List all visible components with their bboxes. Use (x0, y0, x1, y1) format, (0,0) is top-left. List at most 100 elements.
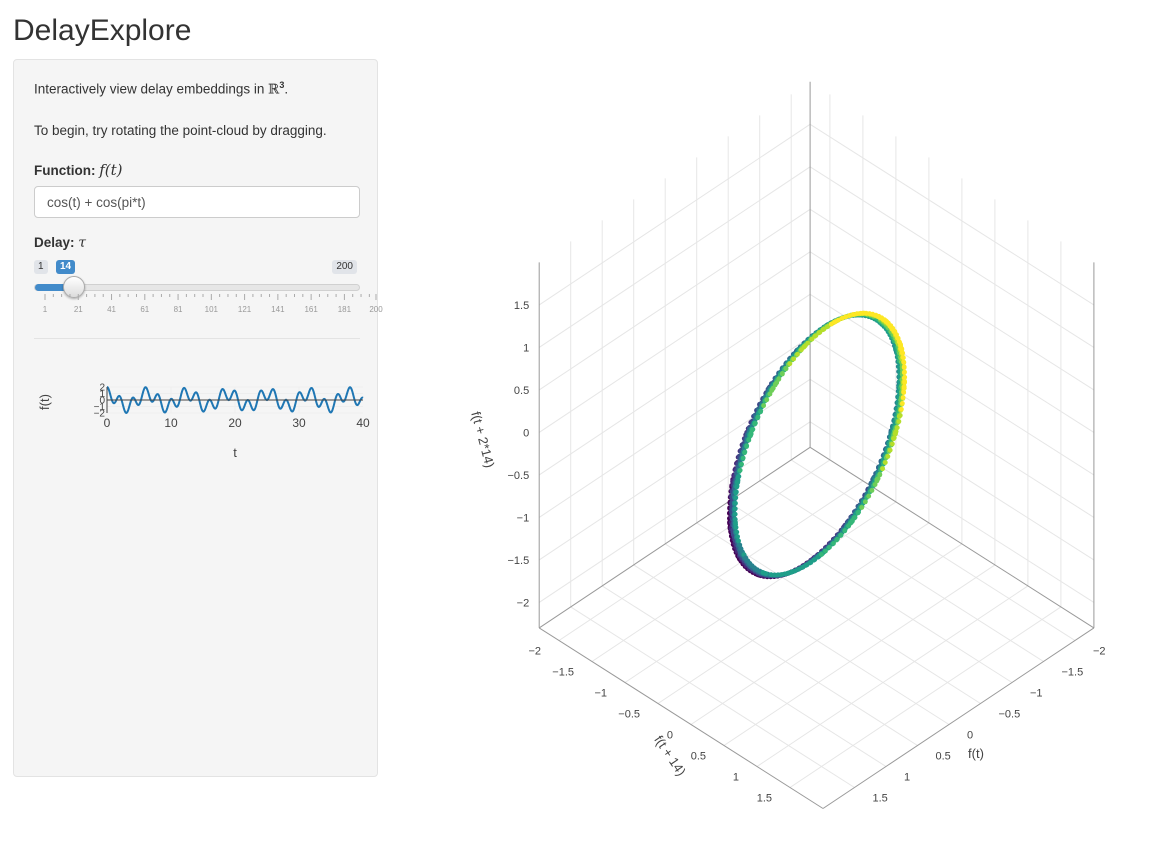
data-point (775, 572, 781, 578)
data-point (896, 419, 902, 424)
data-point (875, 476, 881, 481)
3d-gridline (809, 446, 1095, 629)
3d-tick-label: −2 (517, 597, 530, 609)
3d-gridline (624, 501, 897, 683)
delay-slider-track[interactable] (34, 284, 360, 291)
data-point (825, 324, 831, 329)
divider (34, 338, 360, 339)
delay-label: Delay: τ (34, 235, 86, 251)
3d-gridline (538, 378, 811, 561)
3d-gridline (538, 208, 811, 391)
data-point (805, 340, 811, 346)
3d-gridline (759, 480, 1044, 662)
hint-text: To begin, try rotating the point-cloud b… (34, 123, 327, 138)
data-point (733, 525, 739, 530)
function-label-text: Function: (34, 163, 96, 178)
3d-gridline (538, 421, 811, 603)
3d-tick-label: −0.5 (618, 709, 640, 721)
data-point (786, 570, 792, 576)
3d-tick-label: −1.5 (507, 555, 529, 567)
3d-z-axis-title: f(t + 2*14) (468, 410, 497, 469)
data-point (901, 360, 907, 365)
data-point (861, 310, 867, 316)
data-point (832, 319, 837, 325)
sidebar-panel: Interactively view delay embeddings in ℝ… (13, 59, 383, 777)
slider-tick-label: 181 (338, 305, 352, 314)
3d-point-cloud (727, 310, 908, 580)
3d-gridline (558, 459, 831, 641)
function-math: f(t) (99, 161, 123, 179)
3d-tick-label: 1 (904, 772, 910, 784)
3d-gridline (538, 446, 811, 629)
slider-min-badge: 1 (34, 260, 48, 274)
data-point (800, 564, 806, 570)
data-point (862, 499, 868, 505)
data-point (852, 515, 858, 520)
3d-tick-label: 0 (523, 427, 529, 439)
data-point (887, 447, 893, 453)
data-point (736, 538, 741, 544)
delay-embedding-3d-plot[interactable]: −2 −1.5 −1 −0.5 0 0.5 1 1.5 −2 −1.5 −1 −0.5 0 0.5 1 1.5… (465, 81, 1165, 845)
data-point (856, 509, 861, 515)
data-point (854, 311, 860, 317)
3d-gridline (809, 293, 1095, 476)
data-point (859, 505, 865, 510)
slider-tick-label: 141 (271, 305, 285, 314)
3d-gridline (727, 501, 1013, 683)
data-point (869, 488, 875, 493)
intro-suffix: . (284, 81, 289, 97)
data-point (901, 355, 906, 361)
data-point (796, 566, 802, 572)
r3-symbol: ℝ (268, 81, 280, 98)
3d-tick-label: 1 (523, 342, 529, 354)
3d-tick-label: 0.5 (514, 385, 529, 397)
data-point (735, 480, 741, 485)
3d-tick-label: 0.5 (691, 751, 706, 763)
data-point (850, 312, 856, 317)
data-point (890, 441, 895, 447)
data-point (858, 310, 863, 316)
data-point (838, 533, 843, 538)
data-point (900, 350, 906, 356)
3d-gridline (538, 166, 811, 348)
3d-gridline (809, 208, 1095, 391)
data-point (764, 397, 770, 403)
3d-tick-label: −1 (1030, 688, 1043, 700)
data-point (770, 385, 776, 391)
3d-gridline (690, 543, 963, 725)
data-point (813, 333, 819, 338)
r3-exponent: 3 (279, 80, 285, 90)
data-point (744, 444, 749, 449)
data-point (821, 326, 827, 332)
delay-label-text: Delay: (34, 235, 75, 250)
data-point (901, 385, 907, 391)
3d-gridline (538, 123, 811, 306)
function-input[interactable] (34, 186, 360, 218)
3d-gridline (570, 606, 855, 788)
data-point (787, 361, 793, 367)
3d-tick-label: −1.5 (1062, 667, 1084, 679)
slider-value-badge: 14 (56, 260, 76, 274)
data-point (902, 374, 908, 380)
mini-x-tick: 30 (292, 416, 306, 430)
data-point (804, 562, 810, 568)
3d-gridline (538, 293, 811, 476)
data-point (792, 568, 798, 574)
3d-tick-label: 1 (733, 772, 739, 784)
slider-tick-label: 200 (369, 305, 383, 314)
data-point (746, 437, 752, 443)
data-point (891, 435, 897, 441)
slider-ticks: 1 21 41 61 81 101 121 141 161 181 200 (43, 294, 383, 314)
3d-tick-label: −2 (528, 646, 541, 658)
3d-tick-label: 1.5 (757, 793, 772, 805)
3d-tick-label: 0 (967, 730, 973, 742)
slider-tick-label: 1 (43, 305, 48, 314)
data-point (885, 454, 891, 459)
data-point (880, 466, 885, 472)
mini-x-tick: 40 (356, 416, 370, 430)
3d-gridline (809, 336, 1095, 518)
data-point (882, 460, 888, 465)
delay-slider-handle[interactable] (63, 276, 86, 298)
data-point (737, 542, 743, 548)
intro-text: Interactively view delay embeddings in ℝ… (34, 80, 288, 98)
